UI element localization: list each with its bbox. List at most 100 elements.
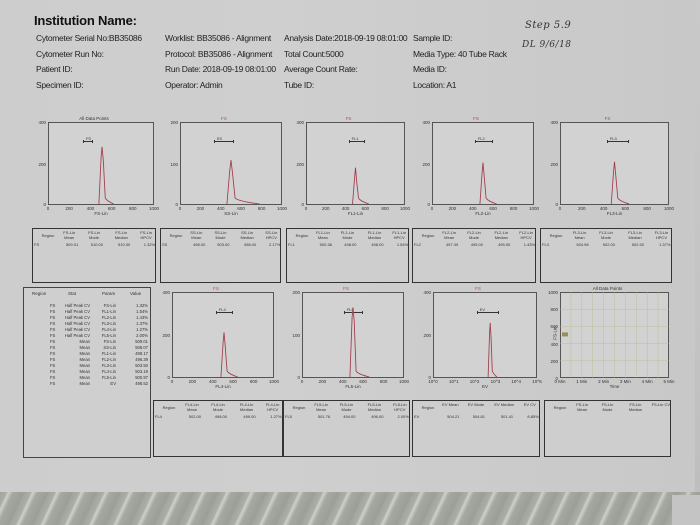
- header-col-analysis: Analysis Date:2018-09-19 08:01:00 Total …: [284, 31, 408, 93]
- x-tick-label: 400: [209, 379, 217, 384]
- stats-header: Region: [162, 405, 176, 410]
- summary-region: FS: [50, 345, 56, 350]
- y-tick-label: 0: [555, 376, 558, 381]
- gate-marker[interactable]: FS: [82, 136, 93, 144]
- stats-value: 495.00: [498, 242, 511, 247]
- x-tick-label: 1 Min: [576, 379, 588, 384]
- stats-header: Region: [292, 405, 306, 410]
- stats-value: 504.81: [472, 414, 485, 419]
- summary-stat: Mean: [79, 357, 90, 362]
- summary-stat: Mean: [79, 381, 90, 386]
- tube-id: Tube ID:: [284, 79, 314, 90]
- stats-header: Region: [169, 233, 183, 238]
- gate-marker[interactable]: FL3: [606, 136, 629, 144]
- summary-row: FS Half Peak CV FL2-Lin 1.43%: [24, 315, 152, 321]
- y-tick-label: 200: [162, 333, 170, 338]
- stats-value: 501.76: [317, 414, 331, 419]
- summary-stat: Mean: [79, 345, 90, 350]
- summary-header-param: Param: [102, 291, 116, 296]
- x-tick-label: 200: [448, 206, 457, 211]
- y-tick-label: 400: [296, 120, 304, 125]
- stats-header: EV CV: [523, 402, 536, 407]
- specimen-id: Specimen ID:: [36, 79, 84, 90]
- x-tick-label: 10^4: [511, 379, 521, 384]
- stats-table-fl5: Region FL5-Lin Mean FL5-Lin Mode FL5-Lin Me…: [283, 400, 410, 457]
- media-type: Media Type: 40 Tube Rack: [413, 48, 507, 59]
- plot-area: [302, 292, 404, 378]
- stats-header: EV Mean: [442, 402, 459, 407]
- location: Location: A1: [413, 79, 457, 90]
- summary-row: FS Mean EV 498.52: [24, 381, 152, 387]
- histogram-panel-fs: All Data Points 400 200 0 0 200 400 600 800 1000 F…: [28, 115, 160, 220]
- summary-region: FS: [50, 303, 56, 308]
- y-tick-label: 600: [550, 324, 558, 330]
- plot-title: FS: [213, 286, 219, 291]
- y-tick-label: 200: [423, 333, 431, 338]
- summary-value: 500.97: [135, 375, 148, 380]
- gate-marker[interactable]: SS: [213, 136, 235, 144]
- plot-title: All Data Points: [592, 286, 623, 291]
- y-tick-label: 400: [550, 341, 558, 347]
- stats-value: 498.00: [243, 242, 257, 247]
- x-tick-label: 1000: [663, 206, 674, 211]
- stats-region: FL5: [285, 414, 292, 419]
- x-tick-label: 400: [341, 206, 350, 211]
- summary-value: 1.27%: [136, 327, 148, 332]
- x-axis-label: FL5-Lin: [345, 384, 361, 389]
- histogram-peak-trace: [98, 146, 114, 205]
- gate-label: FS: [85, 136, 92, 142]
- summary-region: FS: [50, 375, 56, 380]
- summary-param: FL4-Lin: [101, 369, 116, 374]
- stats-header: FS-Lin Mode: [601, 402, 614, 412]
- gate-label: FL4: [218, 306, 226, 312]
- stats-region: SS: [162, 242, 168, 247]
- y-tick-zero: 0: [167, 375, 170, 380]
- stats-value: 498.00: [344, 242, 357, 247]
- summary-region: FS: [50, 369, 56, 374]
- plot-title: FS: [221, 116, 227, 121]
- stats-value: 1.37%: [659, 242, 671, 247]
- summary-stat: Mean: [79, 351, 90, 356]
- y-tick-zero: 0: [555, 202, 558, 207]
- x-tick-label: 200: [578, 206, 586, 211]
- stats-region: FL4: [155, 414, 162, 419]
- stats-header: Region: [295, 233, 309, 238]
- stats-header: EV Mode: [467, 402, 485, 407]
- stats-value: 1.27%: [270, 414, 282, 419]
- handwritten-initials: DL 9/6/18: [522, 40, 572, 50]
- stats-value: 502.00: [602, 242, 615, 247]
- x-tick-label: 1000: [399, 206, 410, 211]
- plot-area: [433, 292, 537, 378]
- gate-marker[interactable]: FL1: [348, 136, 366, 144]
- x-tick-label: 400: [339, 379, 347, 384]
- summary-value: 496.39: [135, 357, 148, 362]
- x-tick-label: 800: [643, 206, 651, 211]
- stats-header: FS-Lin Mode: [88, 230, 100, 240]
- summary-value: 509.01: [135, 339, 148, 344]
- gate-marker[interactable]: FL2: [474, 136, 494, 144]
- summary-region: FS: [50, 381, 56, 386]
- stats-header: FS-Lin Median: [628, 402, 642, 412]
- summary-stat: Half Peak CV: [64, 309, 90, 314]
- gate-marker[interactable]: FL4: [215, 307, 234, 314]
- stats-header: FL2-Lin HPCV: [519, 230, 533, 240]
- gate-marker[interactable]: EV: [476, 307, 499, 314]
- x-tick-label: 800: [381, 206, 389, 211]
- summary-row: FS Half Peak CV FL3-Lin 1.37%: [24, 321, 152, 327]
- x-tick-label: 600: [237, 206, 245, 211]
- stats-header: FL2-Lin Mode: [467, 230, 481, 240]
- x-axis-label: FL3-Lin: [606, 211, 623, 216]
- operator: Operator: Admin: [165, 79, 223, 90]
- stats-header: FL4-Lin HPCV: [265, 402, 280, 412]
- summary-value: 503.19: [135, 369, 148, 374]
- x-tick-label: 0: [178, 206, 182, 211]
- stats-header: FL5-Lin HPCV: [393, 402, 407, 412]
- x-tick-label: 10^5: [532, 379, 542, 384]
- stats-region: FL3: [542, 242, 549, 247]
- summary-region: FS: [50, 363, 56, 368]
- stats-header: SS-Lin Mean: [190, 230, 203, 240]
- summary-header-stat: Stat: [68, 291, 77, 296]
- stats-header: Region: [421, 405, 435, 410]
- x-tick-label: 2 Min: [598, 379, 610, 384]
- summary-value: 503.50: [135, 363, 148, 368]
